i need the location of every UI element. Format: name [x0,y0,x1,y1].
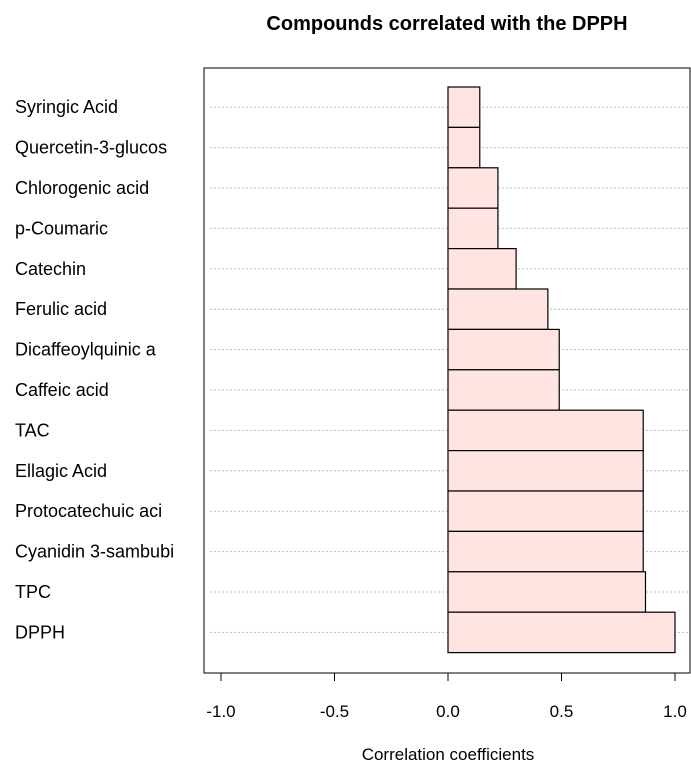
category-label: Quercetin-3-glucos [15,138,167,158]
bar [447,167,499,209]
x-tick-label: 1.0 [663,702,687,721]
bar [447,450,644,492]
category-label: TPC [15,582,51,602]
bar [447,490,644,533]
category-label: Cyanidin 3-sambubi [15,542,174,562]
chart-title: Compounds correlated with the DPPH [266,13,627,35]
x-tick-label: -1.0 [206,702,235,721]
bars [447,86,676,654]
category-labels: Syringic Acid Quercetin-3-glucos Chlorogen… [15,97,174,642]
bar [447,571,647,613]
category-label: Ferulic acid [15,299,107,319]
plot-frame [203,67,691,674]
bar [447,86,481,129]
bar [447,369,560,411]
category-label: Caffeic acid [15,380,109,400]
category-label: p-Coumaric [15,218,108,238]
category-label: Catechin [15,259,86,279]
bar [447,288,549,331]
category-label: Chlorogenic acid [15,178,149,198]
category-label: Syringic Acid [15,97,118,117]
bar [447,530,644,573]
bar [447,248,517,290]
x-tick-label: 0.0 [436,702,460,721]
category-label: Ellagic Acid [15,461,107,481]
bar [447,207,499,250]
category-label: Protocatechuic aci [15,501,162,521]
category-label: DPPH [15,622,65,642]
x-axis: -1.0 -0.5 0.0 0.5 1.0 [206,673,687,721]
bar [447,611,676,654]
category-label: TAC [15,420,50,440]
category-label: Dicaffeoylquinic a [15,340,157,360]
bar [447,328,560,371]
x-tick-label: -0.5 [320,702,349,721]
bar [447,126,481,169]
x-axis-title: Correlation coefficients [362,745,535,764]
bar [447,409,644,452]
x-tick-label: 0.5 [550,702,574,721]
